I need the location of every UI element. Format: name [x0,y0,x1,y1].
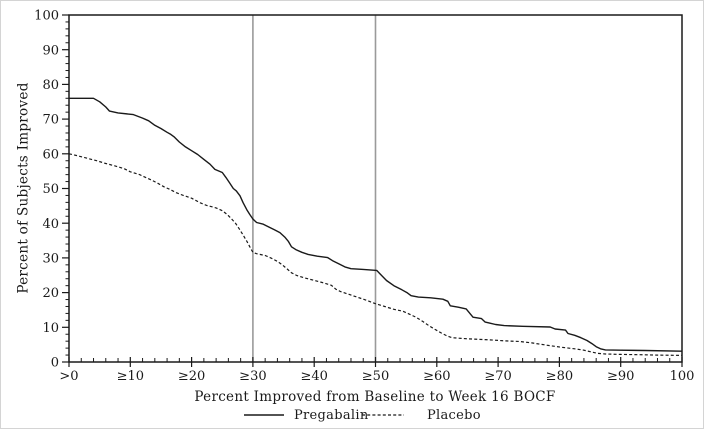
y-axis-title: Percent of Subjects Improved [16,82,32,293]
x-tick-label: ≥90 [607,369,634,384]
y-tick-label: 30 [42,251,59,266]
x-tick-label: ≥80 [546,369,573,384]
x-tick-label: ≥60 [423,369,450,384]
y-tick-label: 100 [34,9,59,24]
x-tick-label: ≥30 [239,369,266,384]
x-axis-title: Percent Improved from Baseline to Week 1… [194,389,555,405]
y-tick-label: 40 [42,217,59,232]
y-tick-label: 0 [51,356,59,371]
x-tick-label: ≥40 [300,369,327,384]
x-tick-label: 100 [670,369,695,384]
x-tick-label: ≥10 [117,369,144,384]
y-tick-label: 90 [42,43,59,58]
y-tick-label: 50 [42,182,59,197]
y-tick-label: 60 [42,147,59,162]
y-tick-label: 20 [42,286,59,301]
legend-placebo-label: Placebo [427,408,481,423]
pregabalin-curve [69,97,683,352]
plot-area: >0 ≥10 ≥20 ≥30 ≥40 ≥50 ≥60 ≥70 ≥80 ≥90 100 0 10 20 30 4… [34,9,694,384]
x-tick-label: ≥20 [178,369,205,384]
y-tick-label: 70 [42,113,59,128]
y-tick-label: 80 [42,78,59,93]
legend: Pregabalin Placebo [244,408,481,423]
legend-pregabalin-label: Pregabalin [294,408,369,423]
placebo-curve [68,153,683,356]
x-tick-label: ≥50 [362,369,389,384]
x-tick-label: >0 [59,369,78,384]
y-tick-label: 10 [42,321,59,336]
x-tick-label: ≥70 [484,369,511,384]
